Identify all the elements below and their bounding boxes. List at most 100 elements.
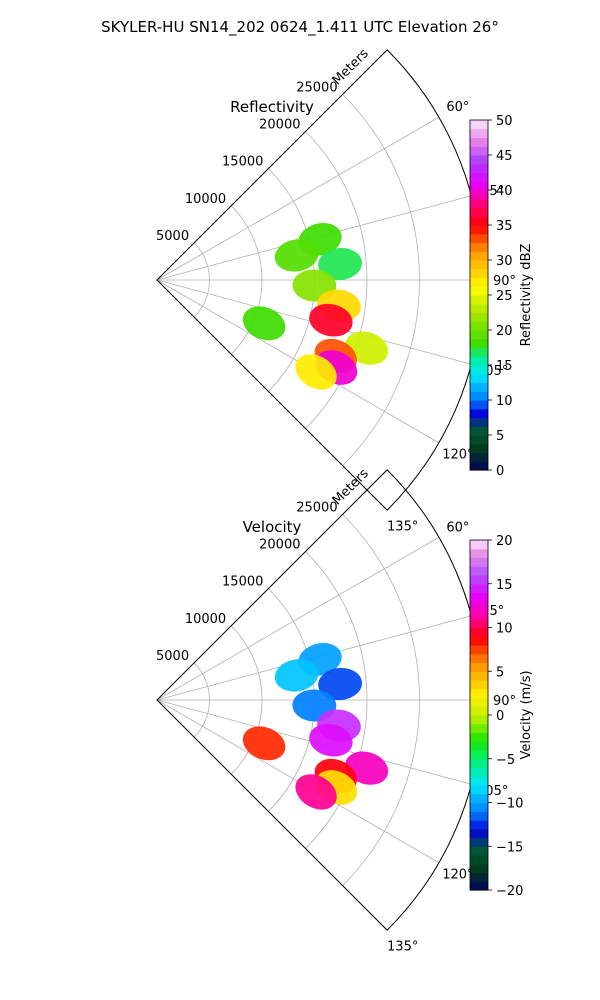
colorbar-tick-label: 30: [496, 254, 513, 269]
colorbar-segment: [470, 426, 488, 436]
colorbar-segment: [470, 242, 488, 252]
colorbar-segment: [470, 601, 488, 611]
colorbar-segment: [470, 408, 488, 419]
colorbar-segment: [470, 207, 488, 217]
colorbar-segment: [470, 627, 488, 637]
colorbar-segment: [470, 146, 488, 156]
radial-tick-label: 5000: [156, 229, 189, 244]
radial-tick-label: 5000: [156, 649, 189, 664]
colorbar-tick-label: 20: [496, 534, 513, 549]
colorbar-segment: [470, 732, 488, 742]
echo-field: [242, 642, 389, 810]
colorbar-segment: [470, 198, 488, 209]
colorbar-segment: [470, 225, 488, 235]
colorbar-segment: [470, 881, 488, 891]
echo-cell: [318, 667, 363, 701]
angle-tick-label: 120°: [442, 868, 473, 883]
radial-tick-label: 10000: [185, 192, 226, 207]
colorbar-segment: [470, 837, 488, 847]
radial-tick-label: 20000: [259, 538, 300, 553]
colorbar-segment: [470, 540, 488, 550]
colorbar-segment: [470, 330, 488, 340]
colorbar-segment: [470, 802, 488, 812]
colorbar-segment: [470, 662, 488, 672]
angle-tick-label: 60°: [446, 100, 469, 115]
radial-tick-label: 25000: [296, 80, 337, 95]
colorbar-tick-label: 40: [496, 184, 513, 199]
colorbar-segment: [470, 120, 488, 130]
colorbar-segment: [470, 723, 488, 734]
colorbar-segment: [470, 636, 488, 646]
radial-tick-label: 25000: [296, 500, 337, 515]
colorbar-segment: [470, 277, 488, 287]
colorbar-segment: [470, 828, 488, 839]
colorbar-tick-label: 15: [496, 578, 513, 593]
colorbar-segment: [470, 688, 488, 699]
colorbar-segment: [470, 776, 488, 786]
colorbar-segment: [470, 338, 488, 349]
polar-panel-1: 500010000150002000025000Meters60°75°90°1…: [156, 46, 534, 535]
colorbar-tick-label: 50: [496, 114, 513, 129]
radial-tick-label: 10000: [185, 612, 226, 627]
colorbar-tick-label: 5: [496, 665, 504, 680]
colorbar-tick-label: −10: [496, 797, 523, 812]
radial-tick-label: 15000: [222, 155, 263, 170]
colorbar-segment: [470, 758, 488, 769]
radial-tick-label: 20000: [259, 118, 300, 133]
colorbar-segment: [470, 820, 488, 830]
echo-cell: [242, 306, 286, 341]
colorbar-segment: [470, 592, 488, 602]
colorbar-segment: [470, 653, 488, 664]
angle-tick-label: 90°: [493, 694, 516, 709]
colorbar-tick-label: 0: [496, 464, 504, 479]
colorbar-segment: [470, 767, 488, 777]
colorbar: 0 5 10 15 20 25 30 35 40 45 50 Reflectivity dBZ: [469, 114, 534, 479]
echo-cell: [242, 726, 286, 761]
echo-field: [242, 222, 389, 390]
colorbar-segment: [470, 548, 488, 559]
colorbar-segment: [470, 391, 488, 401]
figure-suptitle: SKYLER-HU SN14_202 0624_1.411 UTC Elevat…: [101, 18, 499, 37]
angle-tick-label: 135°: [387, 520, 418, 535]
colorbar-segment: [470, 461, 488, 471]
colorbar-segment: [470, 268, 488, 279]
colorbar-segment: [470, 680, 488, 690]
colorbar-segment: [470, 155, 488, 165]
colorbar-segment: [470, 128, 488, 139]
colorbar-segment: [470, 295, 488, 305]
colorbar-segment: [470, 872, 488, 882]
colorbar-segment: [470, 163, 488, 174]
echo-cell: [274, 239, 319, 272]
echo-cell: [295, 774, 337, 810]
colorbar-segment: [470, 382, 488, 392]
colorbar-segment: [470, 610, 488, 620]
colorbar-segment: [470, 190, 488, 200]
colorbar-segment: [470, 373, 488, 384]
colorbar: −20 −15 −10 −5 0 5 10 15 20 Velocity (m/s): [469, 534, 534, 899]
colorbar-segment: [470, 811, 488, 821]
panel-title: Reflectivity: [230, 98, 314, 116]
colorbar-segment: [470, 741, 488, 751]
colorbar-segment: [470, 417, 488, 427]
colorbar-segment: [470, 347, 488, 357]
echo-cell: [274, 659, 319, 692]
colorbar-tick-label: 0: [496, 709, 504, 724]
colorbar-label: Reflectivity dBZ: [519, 244, 534, 347]
colorbar-tick-label: −20: [496, 884, 523, 899]
colorbar-segment: [470, 303, 488, 314]
angle-tick-label: 120°: [442, 448, 473, 463]
colorbar-segment: [470, 863, 488, 874]
echo-cell: [318, 247, 363, 281]
colorbar-tick-label: 25: [496, 289, 513, 304]
colorbar-segment: [470, 575, 488, 585]
colorbar-segment: [470, 618, 488, 629]
echo-cell: [309, 303, 353, 337]
polar-panel-2: 500010000150002000025000Meters60°75°90°1…: [156, 466, 534, 955]
colorbar-segment: [470, 846, 488, 856]
colorbar-segment: [470, 452, 488, 462]
radial-axis-label: Meters: [330, 46, 372, 88]
colorbar-tick-label: 35: [496, 219, 513, 234]
colorbar-segment: [470, 356, 488, 366]
radial-tick-label: 15000: [222, 575, 263, 590]
colorbar-segment: [470, 557, 488, 567]
